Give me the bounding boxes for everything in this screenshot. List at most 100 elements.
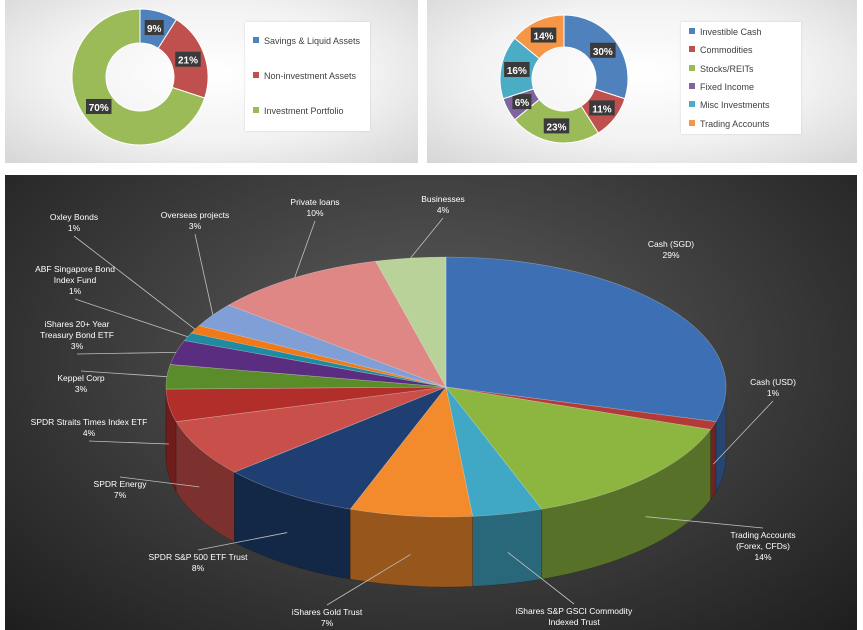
leader-line [645, 516, 764, 529]
leader-line [197, 532, 288, 551]
leader-line [294, 220, 316, 278]
slice-cash-sgd [445, 256, 727, 422]
legend-item-investment-portfolio: Investment Portfolio [253, 106, 344, 116]
label-line: iShares S&P GSCI Commodity [516, 606, 633, 616]
savings-donut-panel: 9% 21% 70% Savings & Liquid Assets Non-inve… [5, 0, 418, 163]
legend-item-fixed-income: Fixed Income [689, 82, 754, 92]
portfolio-pie-panel: Cash (SGD) 29% Cash (USD) 1% Trading Account… [5, 175, 857, 630]
legend-swatch [253, 107, 259, 113]
legend-swatch [689, 119, 695, 126]
data-label: 16% [507, 66, 527, 77]
label-line: 3% [189, 221, 202, 231]
legend-swatch [689, 82, 695, 89]
leader-line [76, 351, 177, 355]
legend: Investible Cash Commodities Stocks/REITs Fi… [681, 22, 801, 134]
label-cash-usd: Cash (USD)1% [713, 377, 796, 465]
label-line: Keppel Corp [57, 373, 105, 383]
label-line: Indexed Trust [548, 617, 600, 627]
legend-swatch [689, 46, 695, 53]
label-line: 3% [71, 341, 84, 351]
slice-oxley-bonds [190, 325, 447, 388]
label-line: 3% [75, 384, 88, 394]
data-label: 21% [178, 56, 198, 67]
slice-spdr-s-p-500-etf-trust [233, 386, 447, 510]
legend-label: Commodities [700, 45, 753, 56]
legend-label: Fixed Income [700, 81, 755, 92]
investment-donut-panel: 30% 11% 23% 6% 16% 14% Investible Cash Commodi… [427, 0, 857, 163]
label-line: 8% [192, 563, 205, 573]
legend-label: Misc Investments [700, 100, 770, 111]
label-line: SPDR S&P 500 ETF Trust [148, 552, 248, 562]
slice-spdr-energy [175, 386, 447, 473]
leader-line [73, 235, 196, 330]
label-line: 14% [754, 552, 771, 562]
legend-item-stocks-reits: Stocks/REITs [689, 64, 754, 74]
label-line: Trading Accounts [730, 530, 795, 540]
legend-swatch [689, 64, 695, 71]
label-line: 10% [306, 208, 323, 218]
label-line: Private loans [290, 197, 339, 207]
legend-item-investible-cash: Investible Cash [689, 27, 762, 37]
label-line: iShares 20+ Year [45, 319, 110, 329]
label-line: Index Fund [54, 275, 97, 285]
legend-item-commodities: Commodities [689, 45, 753, 55]
slice-ishares-gold-trust [349, 386, 473, 518]
leader-line [88, 440, 169, 445]
label-line: 29% [662, 250, 679, 260]
legend-swatch [689, 101, 695, 108]
slice-side-spdr-straits-times-index-etf [165, 389, 177, 493]
data-label-box [504, 62, 530, 78]
data-label-box [175, 51, 201, 67]
legend-label: Stocks/REITs [700, 63, 754, 74]
data-label-box [590, 42, 616, 58]
slice-ishares-s-p-gsci-commodity-indexed-trust [445, 386, 543, 517]
label-cash-sgd: Cash (SGD)29% [648, 239, 694, 260]
slice-side-spdr-energy [175, 420, 235, 543]
legend-swatch [253, 37, 259, 43]
label-oxley-bonds: Oxley Bonds 1% [50, 212, 196, 330]
label-line: 7% [321, 618, 334, 628]
label-line: iShares Gold Trust [292, 607, 363, 617]
label-trading-accounts-forex-cfds: Trading Accounts(Forex, CFDs)14% [645, 516, 796, 562]
slice-cash-usd [445, 386, 717, 430]
legend-label: Savings & Liquid Assets [264, 36, 361, 46]
data-label-box [512, 94, 532, 110]
leader-line [119, 476, 200, 488]
label-line: Oxley Bonds [50, 212, 98, 222]
legend: Savings & Liquid Assets Non-investment As… [245, 22, 370, 131]
portfolio-3d-pie-chart: Cash (SGD)29% Cash (USD)1% Trading Account… [31, 194, 796, 628]
data-label: 70% [89, 103, 109, 114]
label-line: Cash (SGD) [648, 239, 694, 249]
leader-line [713, 400, 774, 465]
label-line: 7% [114, 490, 127, 500]
legend-swatch [253, 72, 259, 78]
legend-label: Investment Portfolio [264, 106, 344, 116]
data-label: 14% [534, 32, 554, 43]
label-line: 1% [69, 286, 82, 296]
leader-line [410, 217, 444, 259]
label-line: 4% [437, 205, 450, 215]
investment-donut-chart: 30% 11% 23% 6% 16% 14% [499, 14, 629, 144]
slice-spdr-straits-times-index-etf [165, 386, 447, 422]
data-label-box [144, 20, 164, 36]
data-label: 6% [515, 98, 530, 109]
label-line: SPDR Straits Times Index ETF [31, 417, 148, 427]
leader-line [326, 554, 411, 606]
data-label-box [530, 27, 557, 43]
slice-ishares-20-year-treasury-bond-etf [169, 340, 447, 388]
slice-abf-singapore-bond-index-fund [183, 332, 447, 388]
label-line: Businesses [421, 194, 464, 204]
legend-swatch [689, 28, 695, 34]
legend-label: Non-investment Assets [264, 71, 357, 81]
label-line: 4% [83, 428, 96, 438]
slice-side-ishares-gold-trust [349, 508, 473, 588]
legend-item-savings-liquid-assets: Savings & Liquid Assets [253, 36, 360, 46]
label-line: SPDR Energy [94, 479, 148, 489]
legend-label: Investible Cash [700, 27, 762, 37]
